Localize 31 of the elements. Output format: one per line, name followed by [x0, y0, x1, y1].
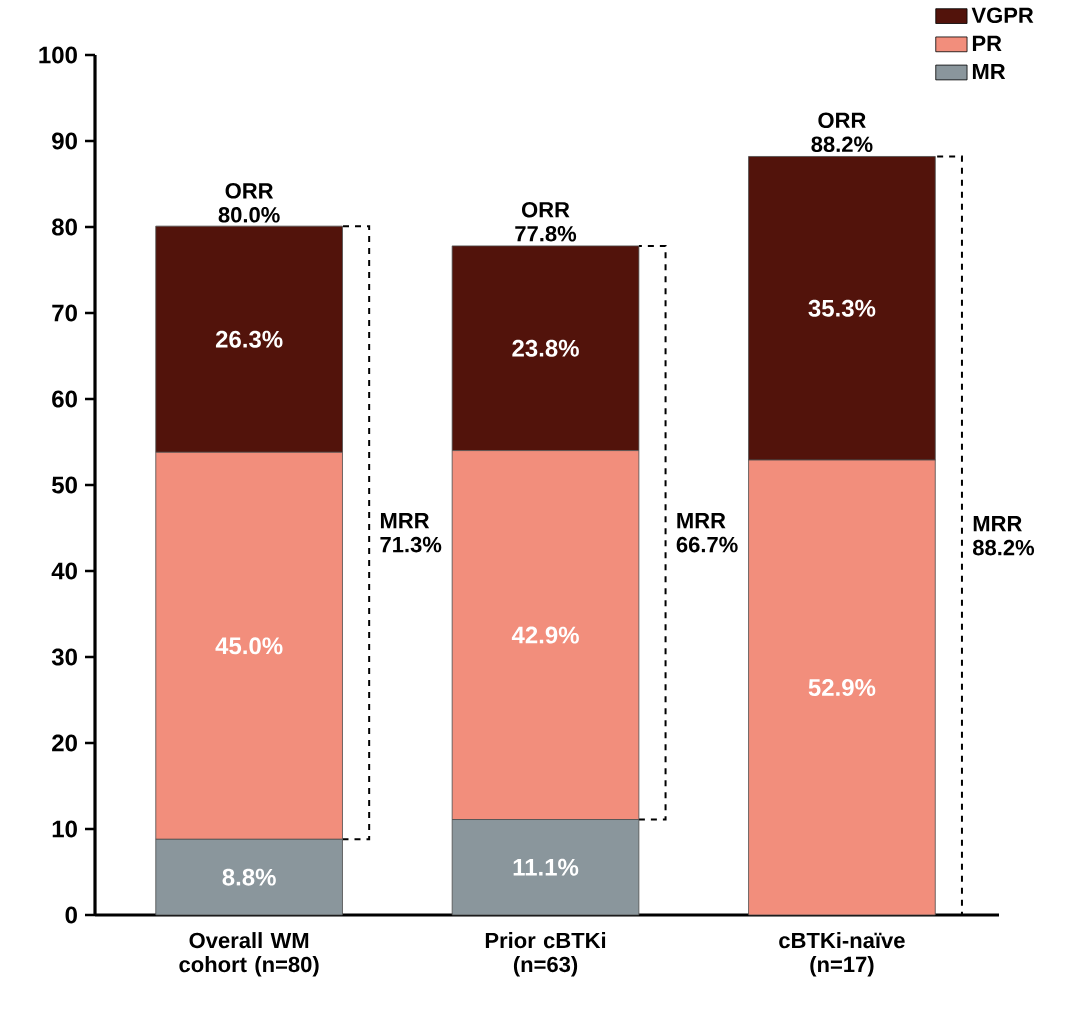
y-tick-label: 30 [51, 648, 77, 666]
x-tick-label: Overall WM cohort (n=80) [179, 932, 319, 977]
annotation: ORR 80.0% [218, 183, 280, 223]
data-label: 8.8% [222, 868, 276, 886]
annotation: MRR 71.3% [380, 513, 442, 553]
legend-label: MR [972, 64, 1006, 80]
y-tick-label: 40 [51, 562, 77, 580]
y-tick-label: 10 [52, 820, 77, 838]
data-label: 45.0% [215, 637, 283, 655]
data-label: 52.9% [808, 679, 876, 696]
y-tick-label: 50 [52, 476, 77, 494]
data-label: 26.3% [215, 330, 283, 348]
annotation: MRR 66.7% [676, 513, 738, 553]
x-tick-label: cBTKi-naïve (n=17) [779, 932, 905, 977]
annotation: ORR 88.2% [811, 112, 873, 153]
x-tick-label: Prior cBTKi (n=63) [485, 932, 606, 977]
y-tick-label: 0 [65, 906, 77, 924]
data-label: 11.1% [513, 858, 579, 876]
y-tick-label: 90 [52, 132, 77, 150]
annotation: MRR 88.2% [972, 516, 1035, 556]
y-tick-label: 70 [52, 304, 77, 322]
y-tick-label: 100 [39, 46, 77, 64]
data-label: 42.9% [511, 626, 579, 644]
data-label: 23.8% [512, 339, 579, 357]
legend-label: PR [972, 35, 1002, 51]
data-label: 35.3% [808, 299, 876, 317]
y-tick-label: 80 [52, 218, 77, 236]
y-tick-label: 20 [52, 734, 77, 752]
annotation: ORR 77.8% [515, 201, 577, 242]
legend-label: VGPR [971, 7, 1034, 24]
y-tick-label: 60 [52, 390, 77, 408]
